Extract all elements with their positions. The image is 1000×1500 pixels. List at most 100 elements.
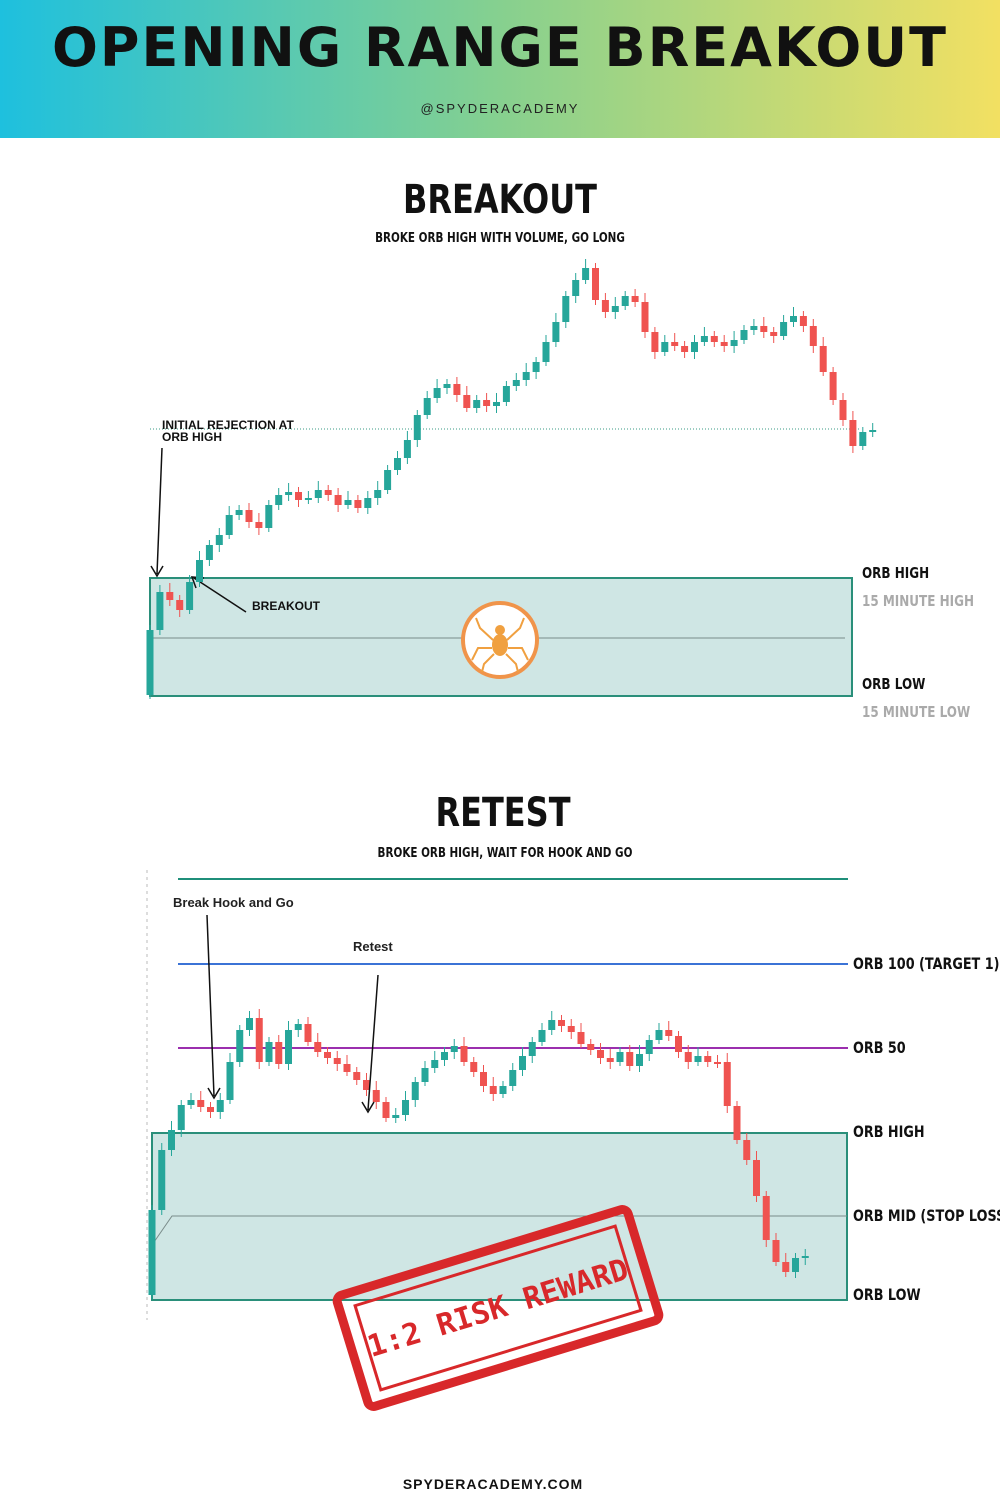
- candle: [255, 1018, 263, 1062]
- candle: [577, 1032, 585, 1044]
- level-label: ORB MID (STOP LOSS): [853, 1208, 1000, 1226]
- candle: [403, 440, 411, 458]
- candle: [606, 1058, 614, 1062]
- candle: [196, 560, 203, 582]
- candle: [215, 535, 223, 545]
- level-sublabel: 15 MINUTE LOW: [862, 704, 970, 722]
- candle: [645, 1040, 653, 1054]
- candle: [314, 1042, 322, 1052]
- candle: [236, 1030, 244, 1062]
- level-sublabel: 15 MINUTE HIGH: [862, 593, 974, 611]
- candle: [616, 1052, 624, 1062]
- candle: [372, 1090, 380, 1102]
- candle: [636, 1054, 643, 1066]
- candle: [849, 420, 857, 446]
- main-title: OPENING RANGE BREAKOUT: [52, 16, 948, 79]
- candle: [431, 1060, 439, 1068]
- footer: SPYDERACADEMY.COM: [403, 1476, 583, 1492]
- level-label: ORB LOW: [853, 1287, 921, 1305]
- candle: [394, 458, 401, 470]
- candle: [334, 495, 342, 505]
- level-label: ORB HIGH: [853, 1124, 925, 1142]
- candle: [499, 1086, 507, 1094]
- candle: [558, 1020, 565, 1026]
- candle: [753, 1160, 760, 1196]
- candle: [364, 498, 372, 508]
- candle: [275, 1042, 283, 1064]
- candle: [782, 1262, 790, 1272]
- candle: [528, 1042, 536, 1056]
- candle: [538, 1030, 546, 1042]
- arrow: [361, 974, 379, 1114]
- candle: [353, 1072, 361, 1080]
- candle: [489, 1086, 497, 1094]
- candle: [700, 336, 708, 342]
- candle: [760, 326, 768, 332]
- candle: [819, 346, 827, 372]
- candle: [483, 400, 491, 406]
- level-label: ORB 100 (TARGET 1): [853, 956, 999, 974]
- candle: [512, 380, 520, 386]
- candle: [780, 322, 788, 336]
- candle: [402, 1100, 409, 1115]
- candle: [255, 522, 263, 528]
- candle: [216, 1100, 224, 1112]
- candle: [714, 1062, 721, 1064]
- candle: [473, 400, 481, 408]
- candle: [694, 1056, 702, 1062]
- candle: [265, 505, 273, 528]
- candle: [441, 1052, 448, 1060]
- candle: [704, 1056, 712, 1062]
- candle: [363, 1080, 370, 1090]
- annotation: Break Hook and Go: [173, 895, 294, 910]
- candle: [597, 1050, 604, 1058]
- candle: [621, 296, 629, 306]
- candle: [792, 1258, 799, 1272]
- spider-logo: [461, 601, 539, 679]
- candle: [460, 1046, 468, 1062]
- candle: [463, 395, 471, 408]
- orb-mid-line: [151, 1215, 847, 1246]
- candle: [443, 384, 451, 388]
- candle: [733, 1106, 741, 1140]
- candle: [631, 296, 639, 302]
- candle: [770, 332, 778, 336]
- candle: [665, 1030, 673, 1036]
- header-band: [0, 0, 1000, 138]
- arrow: [206, 914, 221, 1100]
- candles: [148, 1009, 809, 1299]
- candle: [246, 1018, 253, 1030]
- candle: [532, 362, 540, 372]
- candle: [750, 326, 758, 330]
- section-subtitle: BROKE ORB HIGH, WAIT FOR HOOK AND GO: [378, 845, 633, 860]
- candle: [384, 470, 392, 490]
- candle: [681, 346, 689, 352]
- candle: [158, 1150, 166, 1210]
- candle: [601, 300, 609, 312]
- candle: [245, 510, 253, 522]
- candle: [176, 600, 184, 610]
- candle: [801, 1256, 809, 1258]
- candle: [542, 342, 550, 362]
- candle: [509, 1070, 517, 1086]
- candle: [235, 510, 243, 515]
- candle: [294, 1024, 302, 1030]
- candle: [324, 1052, 331, 1058]
- candle: [433, 388, 441, 398]
- candle: [790, 316, 797, 322]
- candle: [285, 1030, 292, 1064]
- candle: [651, 332, 659, 352]
- candle: [522, 372, 530, 380]
- candle: [166, 592, 174, 600]
- candle: [502, 386, 510, 402]
- candle: [168, 1130, 175, 1150]
- candle: [772, 1240, 780, 1262]
- candle: [661, 342, 669, 352]
- candle: [374, 490, 382, 498]
- candle: [480, 1072, 487, 1086]
- candle: [562, 296, 570, 322]
- candle: [723, 1062, 731, 1106]
- candle: [869, 430, 877, 432]
